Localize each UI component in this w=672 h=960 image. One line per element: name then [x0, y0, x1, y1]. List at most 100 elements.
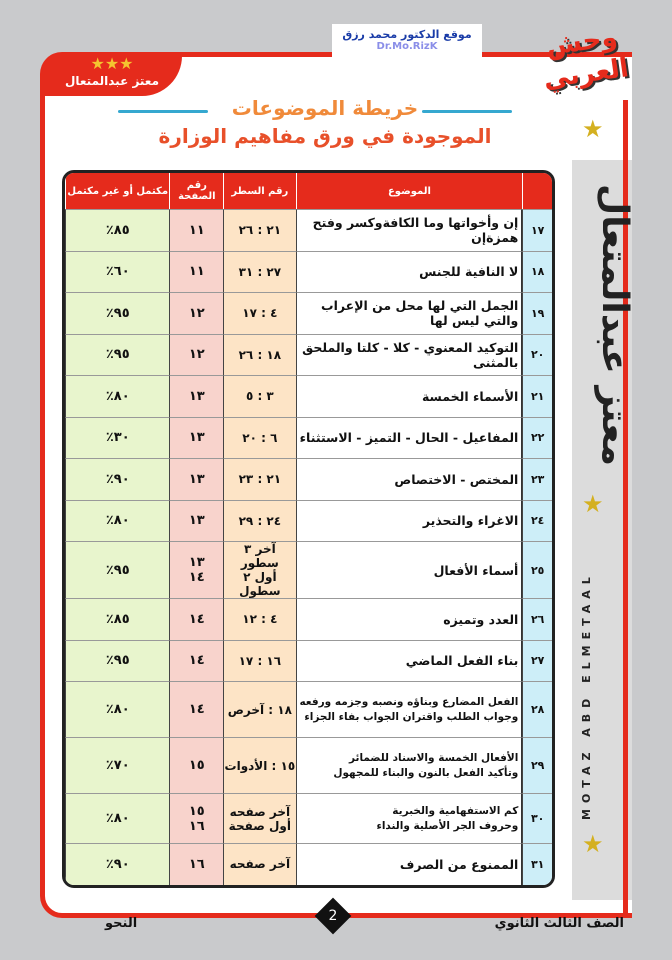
- title-rule-right: [422, 110, 512, 113]
- row-number: ٢٧: [522, 639, 552, 681]
- completion-cell: ٩٠٪: [65, 458, 170, 500]
- table-row: ٢٢ المفاعيل - الحال - التميز - الاستثناء ٦…: [65, 416, 552, 458]
- table-row: ١٨ لا النافية للجنس ٢٧ : ٣١ ١١ ٦٠٪: [65, 250, 552, 292]
- topics-table: الموضوع رقم السطر رقم الصفحة مكتمل أو غير م…: [62, 170, 555, 888]
- page-number: 2: [314, 897, 352, 935]
- site-logo: موقع الدكتور محمد رزق Dr.Mo.RizK: [332, 24, 482, 66]
- column-header: [522, 173, 552, 209]
- vertical-author-name-en: MOTAZ ABD ELMETAAL: [580, 571, 593, 820]
- row-number: ٢٩: [522, 737, 552, 793]
- row-number: ٢٨: [522, 681, 552, 737]
- page-cell: ١٢: [169, 292, 224, 334]
- completion-cell: ٣٠٪: [65, 416, 170, 458]
- table-row: ٢٠ التوكيد المعنوي - كلا - كلتا والملحق ب…: [65, 333, 552, 375]
- table-row: ١٩ الجمل التي لها محل من الإعراب والتي لي…: [65, 292, 552, 334]
- line-range-cell: ٣ : ٥: [223, 375, 296, 417]
- author-badge: ★★★ معتز عبدالمتعال: [42, 54, 182, 96]
- topic-cell: الجمل التي لها محل من الإعراب والتي ليس …: [295, 292, 523, 334]
- stars-icon: ★★★: [90, 54, 134, 73]
- vertical-author-name: معتز عبدالمتعال: [594, 183, 635, 467]
- row-number: ٢٣: [522, 458, 552, 500]
- line-range-cell: ١٨ : ٢٦: [223, 333, 296, 375]
- topic-cell: إن وأخواتها وما الكافةوكسر وفتح همزةإن: [295, 209, 523, 251]
- star-icon: ★: [582, 115, 604, 143]
- line-range-cell: ٢٤ : ٢٩: [223, 499, 296, 541]
- table-row: ٢٧ بناء الفعل الماضي ١٦ : ١٧ ١٤ ٩٥٪: [65, 639, 552, 681]
- line-range-cell: آخر صفحه: [223, 843, 296, 885]
- page-cell: ١١: [169, 209, 224, 251]
- topic-cell: الفعل المضارع وبناؤه ونصبه وجزمه ورفعه و…: [295, 681, 523, 737]
- completion-cell: ٦٠٪: [65, 250, 170, 292]
- page-subtitle: الموجودة في ورق مفاهيم الوزارة: [158, 124, 492, 148]
- line-range-cell: ٢١ : ٢٣: [223, 458, 296, 500]
- row-number: ٢١: [522, 375, 552, 417]
- topic-cell: الأسماء الخمسة: [295, 375, 523, 417]
- completion-cell: ٩٥٪: [65, 333, 170, 375]
- line-range-cell: آخر ٣ سطور أول ٢ سطول: [223, 541, 296, 598]
- completion-cell: ٨٥٪: [65, 598, 170, 640]
- page-cell: ١٣: [169, 375, 224, 417]
- row-number: ٣١: [522, 843, 552, 885]
- red-divider: [623, 100, 628, 915]
- star-icon: ★: [582, 830, 604, 858]
- page-cell: ١٤: [169, 598, 224, 640]
- title-rule-left: [118, 110, 208, 113]
- topic-cell: لا النافية للجنس: [295, 250, 523, 292]
- completion-cell: ٩٥٪: [65, 541, 170, 598]
- row-number: ٢٥: [522, 541, 552, 598]
- topic-cell: المختص - الاختصاص: [295, 458, 523, 500]
- line-range-cell: ١٦ : ١٧: [223, 639, 296, 681]
- completion-cell: ٨٠٪: [65, 499, 170, 541]
- site-en: Dr.Mo.RizK: [376, 41, 438, 52]
- table-row: ١٧ إن وأخواتها وما الكافةوكسر وفتح همزةإن…: [65, 209, 552, 251]
- line-range-cell: ١٨ : آخرص: [223, 681, 296, 737]
- table-row: ٣٠ كم الاستفهامية والخبرية وحروف الجر الأ…: [65, 793, 552, 843]
- column-header: الموضوع: [295, 173, 523, 209]
- topic-cell: الاغراء والتحذير: [295, 499, 523, 541]
- topic-cell: المفاعيل - الحال - التميز - الاستثناء: [295, 416, 523, 458]
- topic-cell: الأفعال الخمسة والاسناد للضمائر وتأكيد ا…: [295, 737, 523, 793]
- table-row: ٢٨ الفعل المضارع وبناؤه ونصبه وجزمه ورفعه…: [65, 681, 552, 737]
- page-cell: ١٣: [169, 416, 224, 458]
- table-row: ٢١ الأسماء الخمسة ٣ : ٥ ١٣ ٨٠٪: [65, 375, 552, 417]
- page-cell: ١٢: [169, 333, 224, 375]
- column-header: مكتمل أو غير مكتمل: [65, 173, 170, 209]
- page-cell: ١٥ ١٦: [169, 793, 224, 843]
- table-row: ٢٥ أسماء الأفعال آخر ٣ سطور أول ٢ سطول ١٣ ١…: [65, 541, 552, 598]
- row-number: ٣٠: [522, 793, 552, 843]
- line-range-cell: ٤ : ١٧: [223, 292, 296, 334]
- topic-cell: بناء الفعل الماضي: [295, 639, 523, 681]
- table-row: ٢٣ المختص - الاختصاص ٢١ : ٢٣ ١٣ ٩٠٪: [65, 458, 552, 500]
- page-cell: ١٣ ١٤: [169, 541, 224, 598]
- page-cell: ١٦: [169, 843, 224, 885]
- page-cell: ١٣: [169, 499, 224, 541]
- page-cell: ١٤: [169, 681, 224, 737]
- topic-cell: العدد وتميزه: [295, 598, 523, 640]
- page-cell: ١١: [169, 250, 224, 292]
- row-number: ٢٦: [522, 598, 552, 640]
- badge-name: معتز عبدالمتعال: [64, 74, 160, 88]
- column-header: رقم الصفحة: [169, 173, 224, 209]
- line-range-cell: ١٥ : الأدوات: [223, 737, 296, 793]
- row-number: ٢٤: [522, 499, 552, 541]
- footer-subject: النحو: [105, 916, 138, 931]
- completion-cell: ٩٥٪: [65, 639, 170, 681]
- row-number: ١٨: [522, 250, 552, 292]
- line-range-cell: آخر صفحه أول صفحة: [223, 793, 296, 843]
- completion-cell: ٨٥٪: [65, 209, 170, 251]
- line-range-cell: ٢١ : ٢٦: [223, 209, 296, 251]
- topic-cell: كم الاستفهامية والخبرية وحروف الجر الأصل…: [295, 793, 523, 843]
- table-row: ٢٩ الأفعال الخمسة والاسناد للضمائر وتأكيد…: [65, 737, 552, 793]
- row-number: ٢٠: [522, 333, 552, 375]
- sidebar-strip: [572, 160, 632, 900]
- page-cell: ١٥: [169, 737, 224, 793]
- line-range-cell: ٢٧ : ٣١: [223, 250, 296, 292]
- completion-cell: ٨٠٪: [65, 375, 170, 417]
- row-number: ١٧: [522, 209, 552, 251]
- completion-cell: ٩٠٪: [65, 843, 170, 885]
- table-row: ٣١ الممنوع من الصرف آخر صفحه ١٦ ٩٠٪: [65, 843, 552, 885]
- topic-cell: التوكيد المعنوي - كلا - كلتا والملحق بال…: [295, 333, 523, 375]
- completion-cell: ٨٠٪: [65, 793, 170, 843]
- line-range-cell: ٦ : ٢٠: [223, 416, 296, 458]
- completion-cell: ٩٥٪: [65, 292, 170, 334]
